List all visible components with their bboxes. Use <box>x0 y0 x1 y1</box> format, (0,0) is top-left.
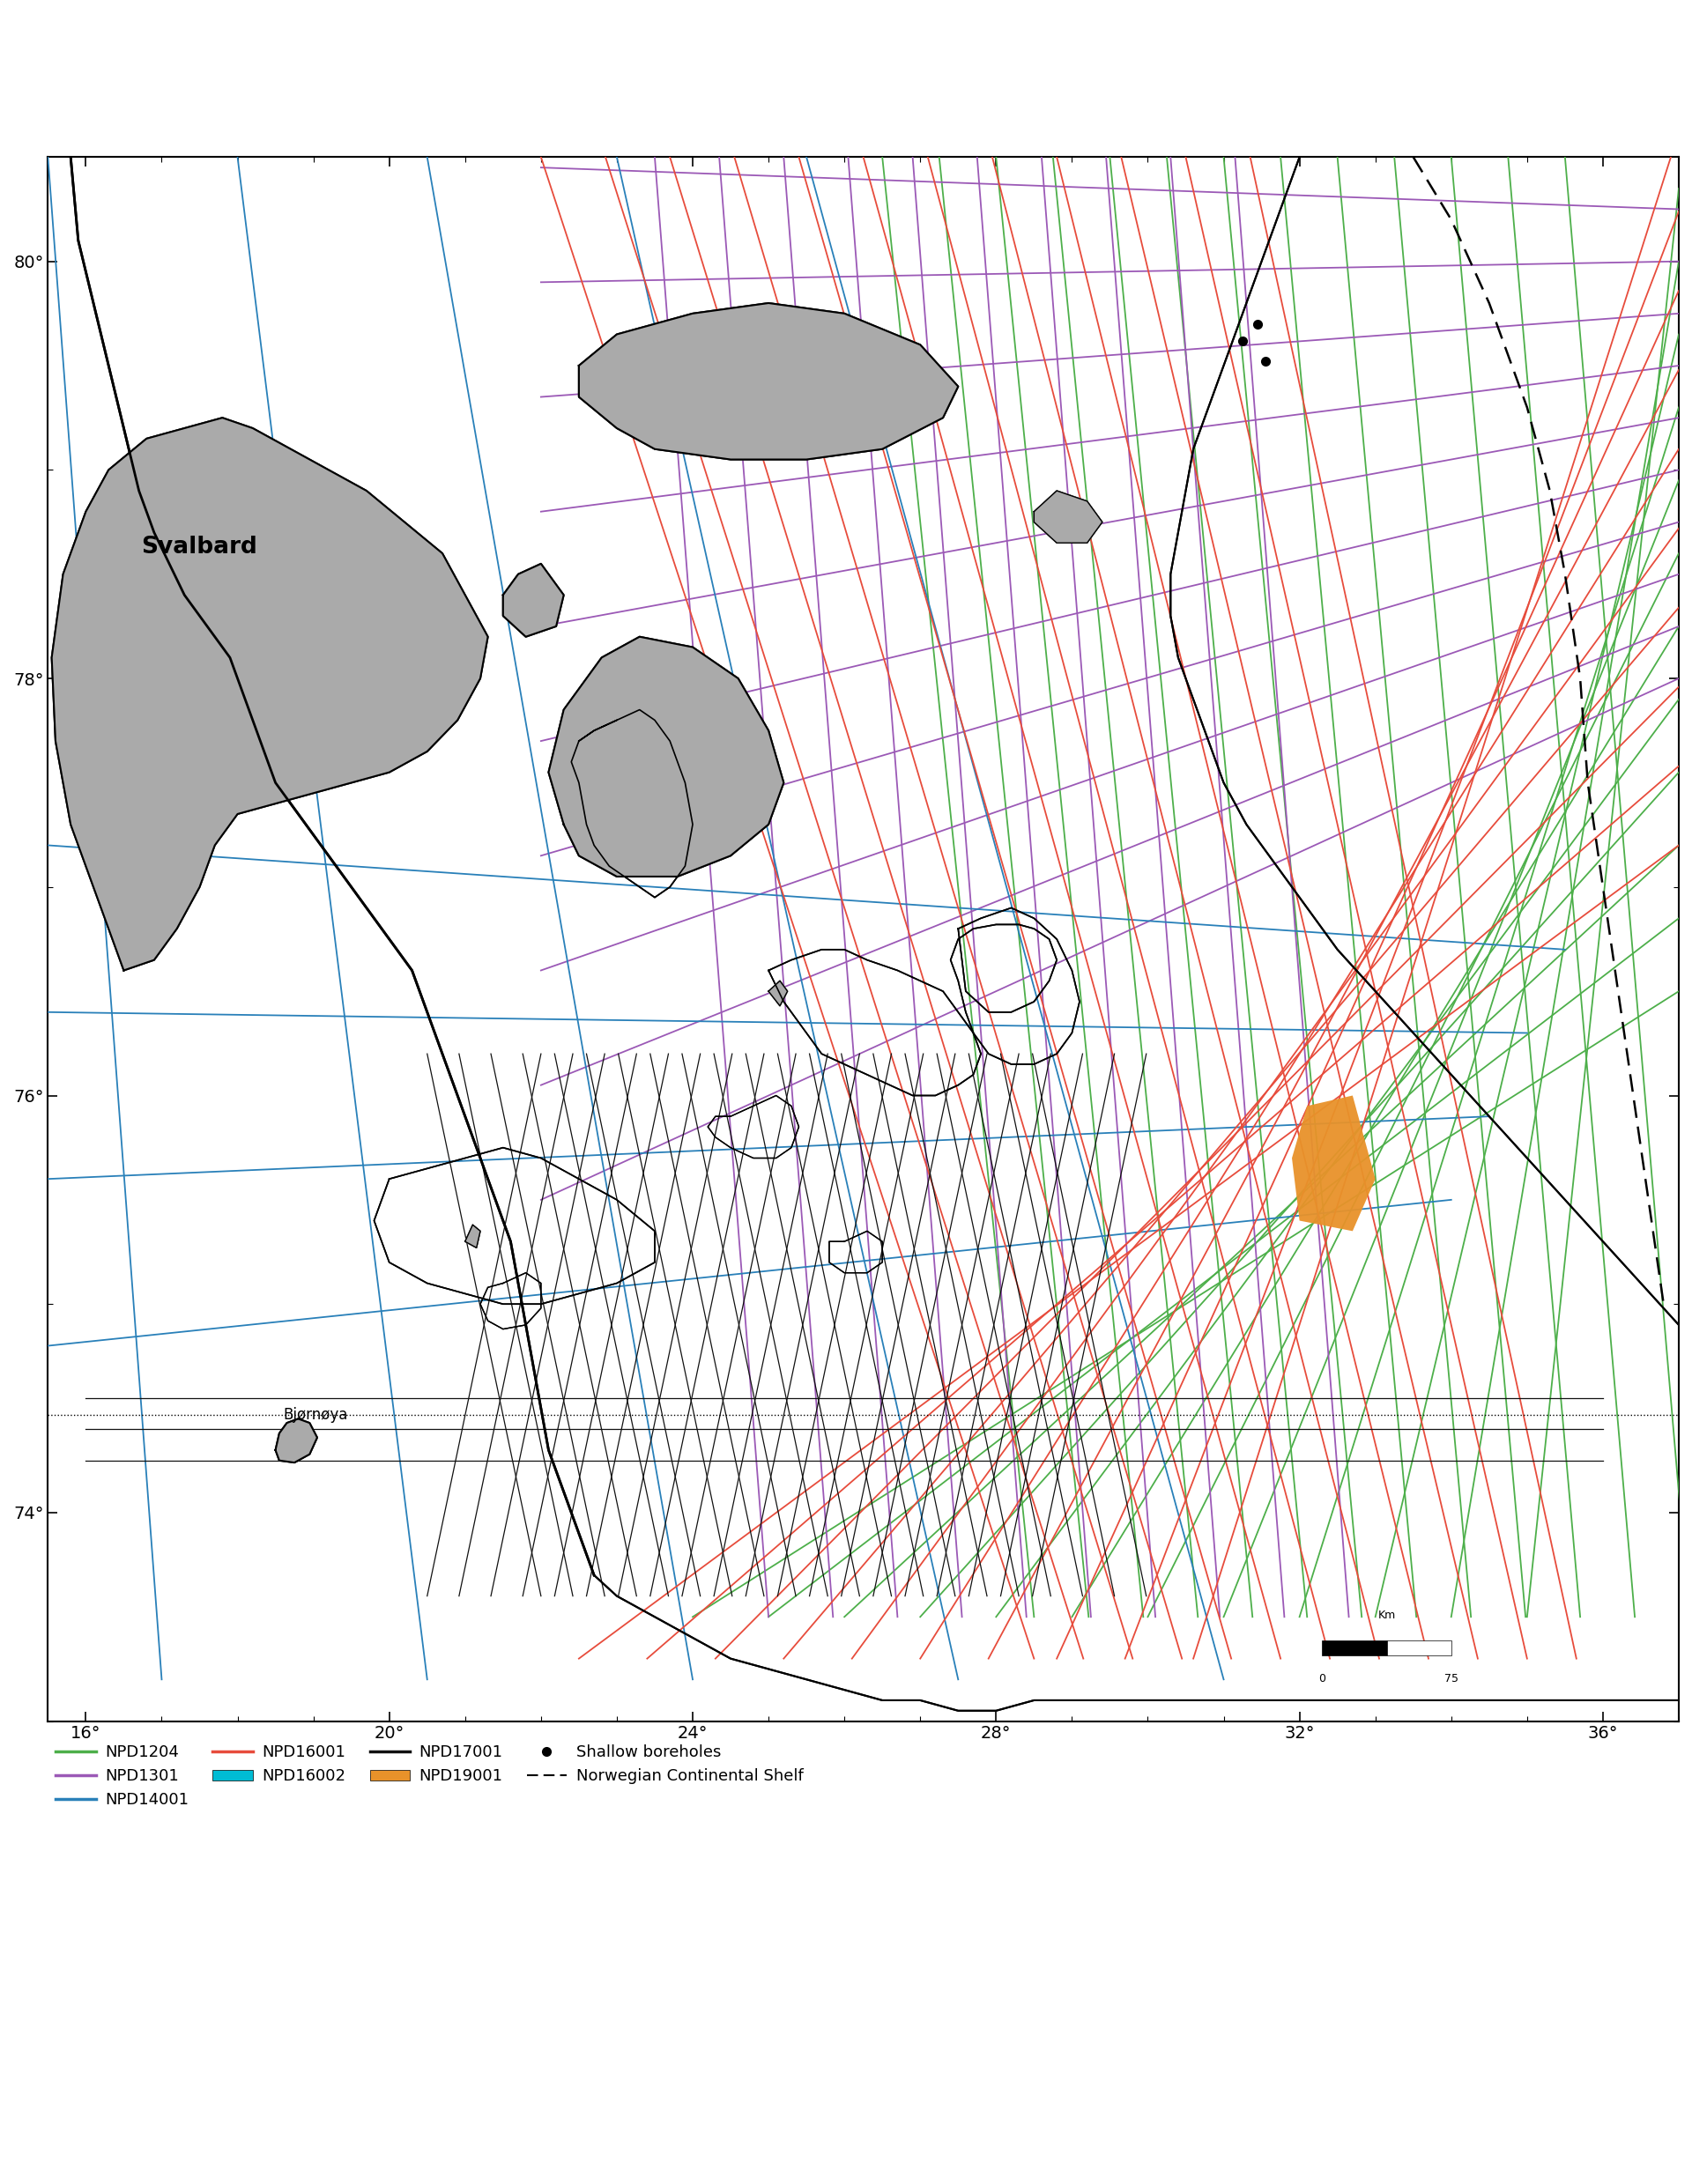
Polygon shape <box>579 304 958 459</box>
Bar <box>1387 1640 1452 1655</box>
Polygon shape <box>768 981 787 1007</box>
Polygon shape <box>548 638 783 876</box>
Bar <box>1321 1640 1387 1655</box>
Text: Km: Km <box>1377 1610 1396 1621</box>
Polygon shape <box>465 1225 481 1247</box>
Polygon shape <box>465 1225 481 1247</box>
Polygon shape <box>768 981 787 1007</box>
Polygon shape <box>1034 491 1101 544</box>
Polygon shape <box>276 1420 316 1463</box>
Polygon shape <box>52 417 487 970</box>
Polygon shape <box>548 638 783 876</box>
Text: Svalbard: Svalbard <box>142 535 257 559</box>
Text: Bjørnøya: Bjørnøya <box>283 1406 349 1422</box>
Polygon shape <box>1293 1096 1376 1232</box>
Polygon shape <box>503 563 563 638</box>
Polygon shape <box>579 304 958 459</box>
Legend: NPD1204, NPD1301, NPD14001, NPD16001, NPD16002, NPD17001, NPD19001, Shallow bore: NPD1204, NPD1301, NPD14001, NPD16001, NP… <box>56 1745 804 1808</box>
Polygon shape <box>503 563 563 638</box>
Polygon shape <box>276 1420 316 1463</box>
Text: 0: 0 <box>1318 1673 1327 1684</box>
Polygon shape <box>1034 491 1101 544</box>
Polygon shape <box>52 417 487 970</box>
Text: 75: 75 <box>1445 1673 1459 1684</box>
